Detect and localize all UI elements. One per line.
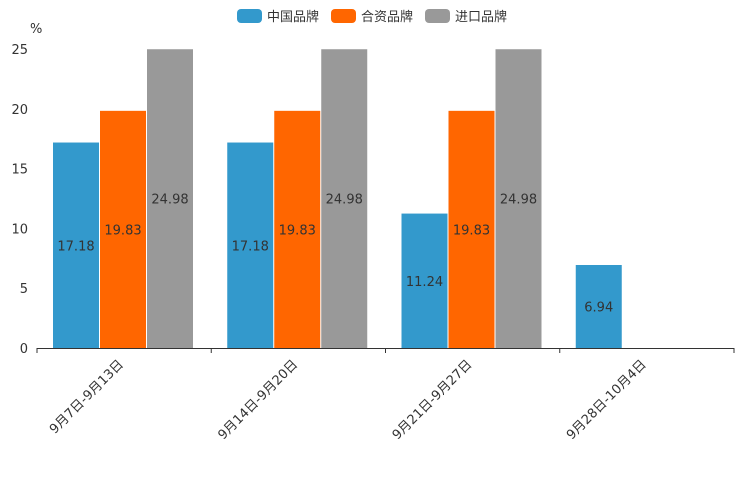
bar-value-label: 17.18 — [232, 239, 269, 254]
bar-series-1-category-1[interactable] — [274, 110, 321, 349]
y-tick-label: 15 — [11, 163, 28, 178]
bar-series-1-category-0[interactable] — [100, 110, 146, 349]
bar-series-0-category-0[interactable] — [53, 142, 99, 348]
x-tick-label: 9月14日-9月20日 — [215, 357, 301, 443]
bar-series-0-category-3[interactable] — [575, 264, 622, 348]
legend-swatch-china-brand — [236, 8, 262, 23]
x-tick-label: 9月28日-10月4日 — [564, 357, 650, 443]
legend-swatch-joint-venture-brand — [330, 8, 356, 23]
x-tick-label: 9月7日-9月13日 — [47, 357, 127, 437]
legend-item-china-brand[interactable]: 中国品牌 — [236, 6, 319, 25]
legend-label-china-brand: 中国品牌 — [266, 10, 319, 25]
bar-series-0-category-1[interactable] — [227, 142, 274, 348]
chart-legend: 中国品牌 合资品牌 进口品牌 — [0, 6, 744, 25]
bar-series-0-category-2[interactable] — [401, 213, 448, 348]
x-tick-label: 9月21日-9月27日 — [390, 357, 476, 443]
bar-series-2-category-0[interactable] — [147, 49, 193, 349]
bar-series-2-category-1[interactable] — [321, 49, 368, 349]
bar-value-label: 24.98 — [326, 193, 363, 208]
y-axis-unit-label: % — [30, 22, 42, 37]
bar-series-1-category-2[interactable] — [448, 110, 495, 349]
y-tick-label: 0 — [20, 342, 28, 357]
x-axis: 9月7日-9月13日 9月14日-9月20日 9月21日-9月27日 9月28日-10… — [36, 348, 735, 443]
bar-value-label: 11.24 — [406, 275, 443, 290]
bar-value-label: 24.98 — [151, 193, 188, 208]
legend-label-joint-venture-brand: 合资品牌 — [360, 10, 413, 25]
bar-value-label: 19.83 — [279, 223, 316, 238]
y-tick-label: 20 — [11, 103, 28, 118]
y-axis: 0 5 10 15 20 25 — [11, 43, 28, 357]
bar-value-label: 24.98 — [500, 193, 537, 208]
bar-value-label: 17.18 — [57, 239, 94, 254]
bar-value-label: 6.94 — [584, 300, 613, 315]
y-tick-label: 10 — [11, 222, 28, 237]
legend-label-imported-brand: 进口品牌 — [455, 10, 508, 25]
legend-swatch-imported-brand — [425, 8, 450, 23]
legend-item-joint-venture-brand[interactable]: 合资品牌 — [330, 6, 413, 25]
bar-value-label: 19.83 — [104, 223, 141, 238]
bar-series-2-category-2[interactable] — [495, 49, 542, 349]
bar-value-label: 19.83 — [453, 223, 490, 238]
bars-group: 17.18 17.18 11.24 6.94 19.83 19.83 19.83 24.98 2… — [53, 49, 622, 349]
legend-item-imported-brand[interactable]: 进口品牌 — [425, 6, 507, 25]
y-tick-label: 5 — [20, 282, 28, 297]
y-tick-label: 25 — [11, 43, 28, 58]
